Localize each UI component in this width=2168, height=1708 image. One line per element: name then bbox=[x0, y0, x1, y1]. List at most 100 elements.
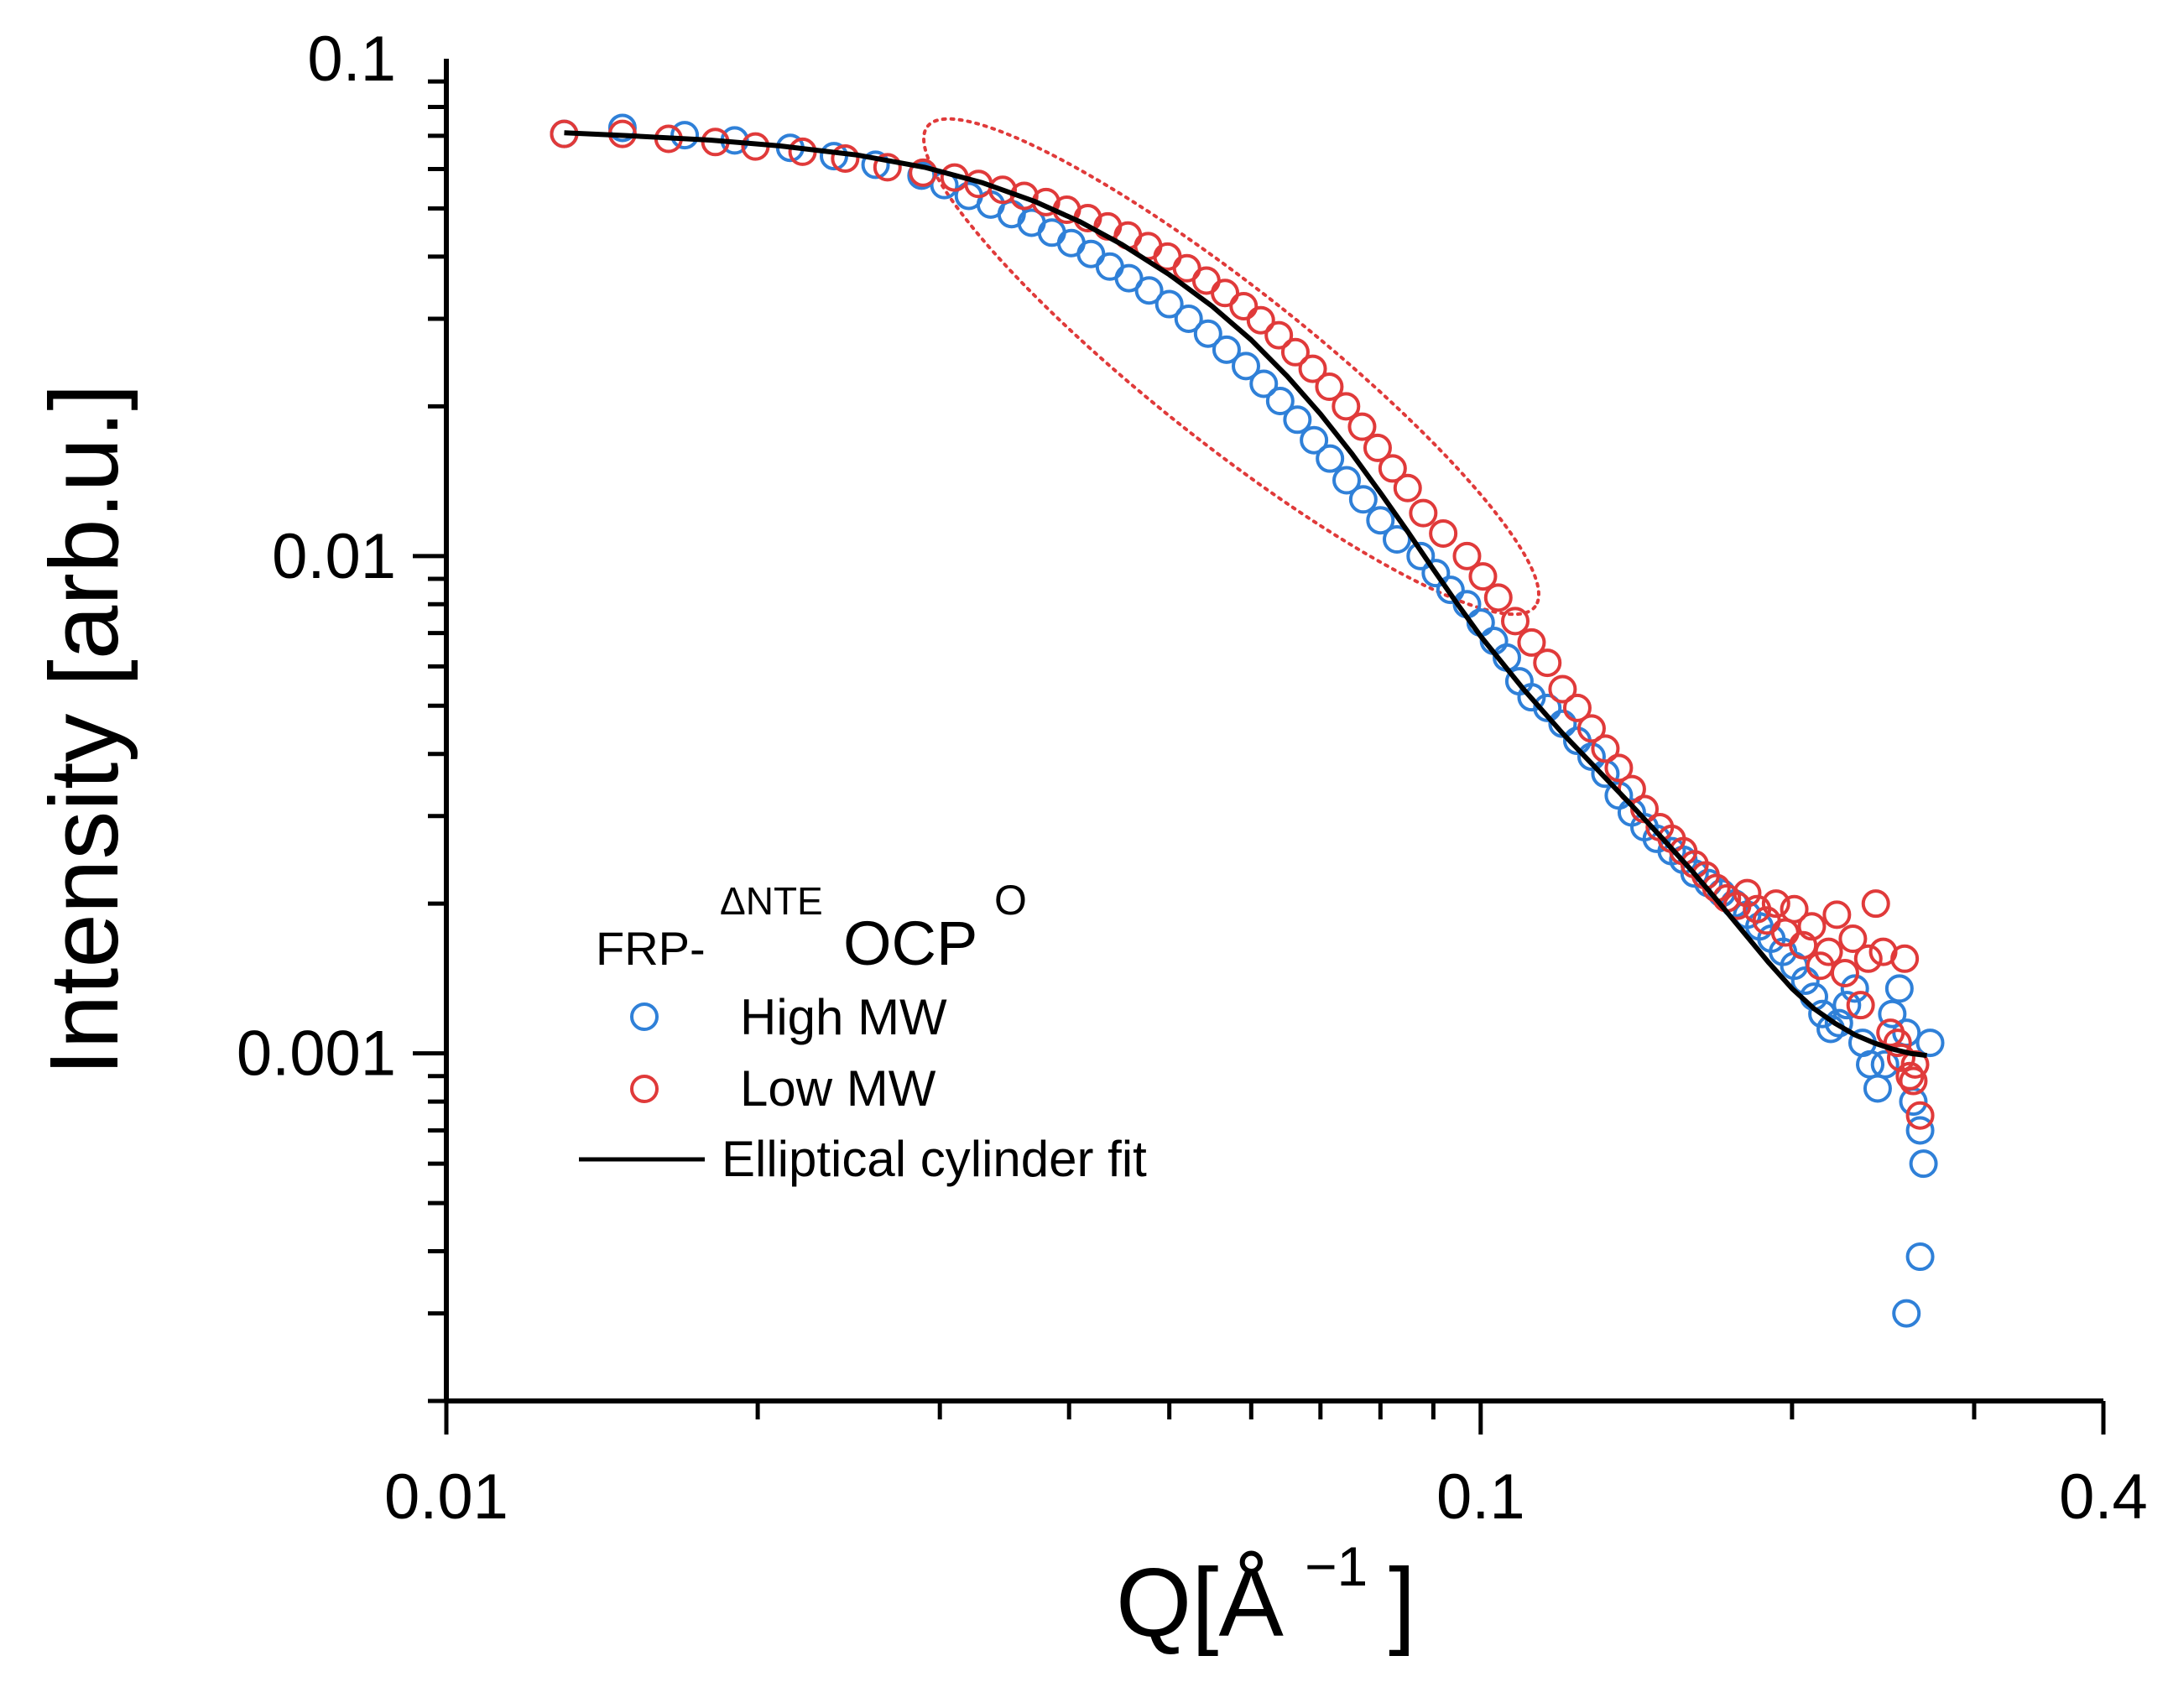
data-point-low-mw bbox=[1347, 412, 1377, 441]
data-point-high-mw bbox=[1421, 559, 1451, 588]
legend-title-mid: OCP bbox=[843, 909, 977, 978]
data-point-high-mw bbox=[1366, 506, 1395, 535]
y-axis-label: Intensity [arb.u.] bbox=[29, 383, 138, 1075]
data-point-high-mw bbox=[1193, 319, 1222, 348]
data-point-high-mw bbox=[1406, 541, 1436, 570]
data-point-high-mw bbox=[1840, 974, 1869, 1003]
data-point-high-mw bbox=[1174, 304, 1203, 333]
data-point-high-mw bbox=[1383, 525, 1412, 555]
data-point-low-mw bbox=[1211, 279, 1240, 308]
data-point-high-mw bbox=[1249, 369, 1279, 398]
data-point-low-mw bbox=[1429, 518, 1458, 548]
legend-label-high-mw: High MW bbox=[740, 989, 947, 1045]
x-axis-label-superscript: −1 bbox=[1305, 1535, 1368, 1597]
data-point-high-mw bbox=[1154, 289, 1184, 319]
data-point-low-mw bbox=[988, 175, 1018, 205]
y-axis-label-text: Intensity [arb.u.] bbox=[29, 383, 138, 1075]
data-point-low-mw bbox=[1298, 354, 1327, 383]
data-point-high-mw bbox=[670, 121, 700, 150]
data-point-high-mw bbox=[1232, 351, 1261, 381]
data-point-low-mw bbox=[1483, 583, 1513, 612]
data-point-high-mw bbox=[1348, 485, 1378, 514]
data-point-low-mw bbox=[1846, 991, 1875, 1020]
data-point-high-mw bbox=[1915, 1028, 1945, 1058]
data-point-low-mw bbox=[1905, 1101, 1935, 1130]
legend-title-superscript-2: O bbox=[994, 877, 1027, 924]
data-point-low-mw bbox=[1789, 930, 1818, 960]
data-point-high-mw bbox=[1808, 999, 1837, 1028]
data-point-high-mw bbox=[1134, 276, 1164, 305]
axes-layer: 0.1 0.01 0.001 0.01 0.1 0.4 bbox=[237, 23, 2148, 1533]
y-tick-label: 0.1 bbox=[307, 23, 396, 95]
data-point-low-mw bbox=[1517, 627, 1546, 657]
data-point-low-mw bbox=[1822, 900, 1852, 930]
data-point-low-mw bbox=[873, 153, 902, 182]
data-point-high-mw bbox=[1909, 1149, 1938, 1179]
data-point-high-mw bbox=[1824, 1008, 1853, 1038]
data-point-low-mw bbox=[1378, 454, 1407, 483]
legend-entry-low-mw: Low MW bbox=[630, 1060, 936, 1117]
data-point-low-mw bbox=[1363, 433, 1392, 462]
data-point-high-mw bbox=[1076, 239, 1106, 268]
data-point-low-mw bbox=[1315, 372, 1344, 401]
data-point-high-mw bbox=[861, 150, 890, 180]
data-point-low-mw bbox=[1861, 889, 1890, 919]
data-point-high-mw bbox=[1114, 263, 1144, 293]
data-point-low-mw bbox=[1883, 1028, 1912, 1058]
data-point-high-mw bbox=[1863, 1074, 1892, 1103]
highlight-ellipse bbox=[922, 117, 1540, 617]
legend: FRP- ΔNTE OCP O High MW Low MW Elliptica… bbox=[579, 877, 1147, 1187]
data-point-low-mw bbox=[1899, 1066, 1928, 1096]
data-point-high-mw bbox=[1884, 974, 1914, 1003]
data-point-low-mw bbox=[1468, 562, 1498, 591]
x-axis-label-main: Q[Å bbox=[1116, 1548, 1284, 1657]
data-point-low-mw bbox=[1604, 753, 1634, 783]
data-point-low-mw bbox=[1264, 320, 1294, 350]
data-point-high-mw bbox=[1283, 405, 1312, 435]
data-point-low-mw bbox=[1332, 392, 1361, 421]
data-point-low-mw bbox=[1890, 944, 1920, 973]
legend-label-fit: Elliptical cylinder fit bbox=[722, 1131, 1147, 1187]
data-point-high-mw bbox=[1332, 466, 1362, 495]
data-point-high-mw bbox=[1533, 693, 1562, 722]
legend-entry-high-mw: High MW bbox=[630, 989, 947, 1045]
data-point-high-mw bbox=[1870, 1049, 1900, 1079]
data-point-low-mw bbox=[1814, 937, 1843, 966]
highlight-ellipse-layer bbox=[922, 117, 1540, 617]
data-point-low-mw bbox=[1500, 607, 1530, 636]
data-point-low-mw bbox=[1393, 473, 1422, 503]
data-point-low-mw bbox=[1533, 648, 1562, 678]
x-tick-label: 0.1 bbox=[1436, 1461, 1525, 1533]
data-point-low-mw bbox=[1830, 958, 1859, 987]
x-tick-label: 0.4 bbox=[2059, 1461, 2148, 1533]
data-point-high-mw bbox=[1095, 252, 1124, 281]
data-point-high-mw bbox=[1212, 335, 1241, 364]
legend-title-superscript-1: ΔNTE bbox=[720, 879, 823, 923]
y-tick-label: 0.01 bbox=[272, 521, 396, 592]
data-point-high-mw bbox=[1832, 991, 1862, 1020]
data-point-high-mw bbox=[1436, 575, 1465, 605]
data-point-low-mw bbox=[1886, 1043, 1915, 1072]
data-point-low-mw bbox=[1280, 337, 1310, 367]
data-point-high-mw bbox=[1037, 218, 1066, 247]
data-point-high-mw bbox=[1576, 742, 1606, 771]
data-point-high-mw bbox=[1300, 425, 1329, 455]
data-point-high-mw bbox=[1856, 1049, 1885, 1079]
data-point-high-mw bbox=[1892, 1299, 1921, 1328]
data-point-low-mw bbox=[1838, 924, 1868, 954]
x-tick-label: 0.01 bbox=[384, 1461, 508, 1533]
data-point-low-mw bbox=[1409, 498, 1438, 528]
data-point-low-mw bbox=[1452, 541, 1482, 570]
data-point-low-mw bbox=[1761, 889, 1790, 919]
data-point-high-mw bbox=[1905, 1116, 1935, 1145]
data-point-high-mw bbox=[1316, 444, 1345, 473]
legend-title-main: FRP- bbox=[596, 922, 706, 975]
fit-curve-layer bbox=[564, 130, 1927, 1059]
data-point-low-mw bbox=[1797, 912, 1827, 941]
legend-marker-high-mw bbox=[630, 1002, 659, 1031]
data-point-low-mw bbox=[1780, 894, 1809, 924]
data-point-low-mw bbox=[1229, 291, 1259, 320]
legend-label-low-mw: Low MW bbox=[740, 1060, 936, 1117]
data-point-high-mw bbox=[1905, 1242, 1935, 1272]
